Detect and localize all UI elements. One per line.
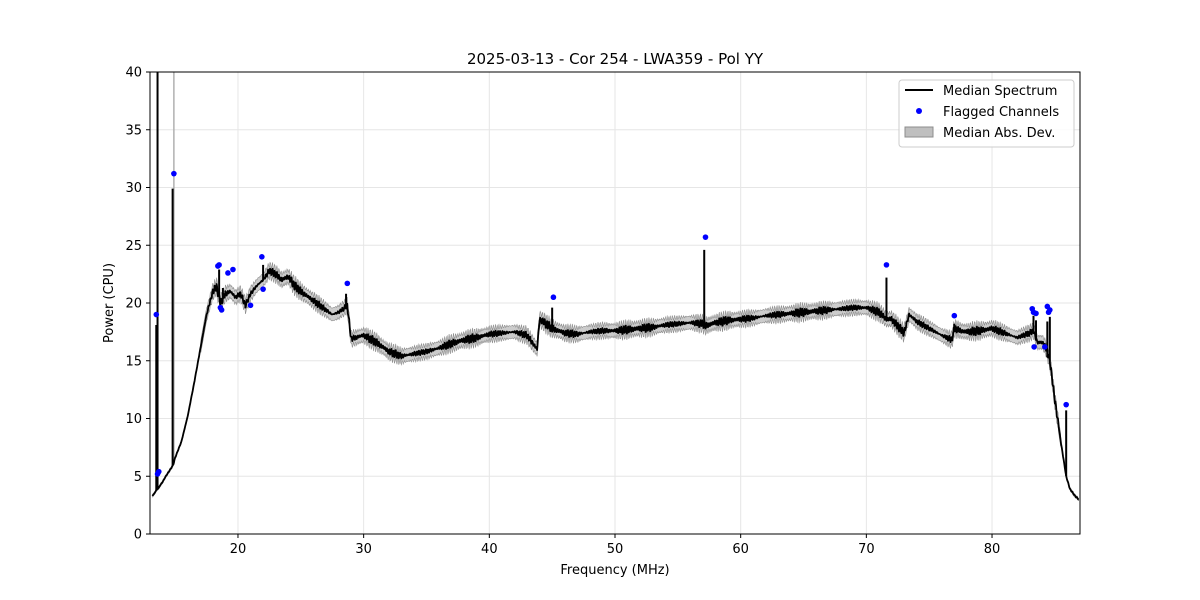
flagged-point-13 xyxy=(344,280,351,287)
legend-band-swatch xyxy=(904,126,934,138)
legend-point-swatch xyxy=(916,108,922,114)
spike-layer xyxy=(155,72,1068,491)
flagged-point-12 xyxy=(260,286,266,292)
y-axis-label: Power (CPU) xyxy=(102,263,117,343)
median-spectrum-line xyxy=(151,267,1079,501)
mad-band xyxy=(152,261,1079,501)
y-tick-label-10: 10 xyxy=(125,412,142,427)
legend-label-median: Median Spectrum xyxy=(943,84,1057,99)
x-tick-label-50: 50 xyxy=(607,542,624,557)
flagged-point-2 xyxy=(155,468,162,475)
flagged-point-9 xyxy=(230,266,236,273)
chart-title: 2025-03-13 - Cor 254 - LWA359 - Pol YY xyxy=(467,50,764,68)
x-tick-label-80: 80 xyxy=(984,542,1001,557)
y-tick-label-5: 5 xyxy=(134,470,142,485)
median-line-layer xyxy=(151,267,1079,501)
y-tick-label-20: 20 xyxy=(125,297,142,312)
x-tick-label-30: 30 xyxy=(355,542,372,557)
flagged-points-layer xyxy=(153,170,1069,477)
legend-label-mad: Median Abs. Dev. xyxy=(943,126,1055,141)
x-tick-label-70: 70 xyxy=(858,542,875,557)
mad-band-layer xyxy=(152,72,1079,501)
flagged-point-26 xyxy=(1063,401,1069,408)
y-tick-label-30: 30 xyxy=(125,181,142,196)
y-axis-ticks: 0 5 10 15 20 25 30 35 40 xyxy=(125,66,150,543)
flagged-point-25 xyxy=(1047,307,1053,313)
legend-box xyxy=(898,79,1075,148)
x-tick-label-60: 60 xyxy=(732,542,749,557)
flagged-point-20 xyxy=(1031,344,1037,350)
flagged-point-14 xyxy=(550,294,557,301)
y-tick-label-35: 35 xyxy=(125,123,142,138)
x-axis-ticks: 20 30 40 50 60 70 80 xyxy=(230,534,1001,557)
flagged-point-0 xyxy=(153,311,160,318)
legend: Median Spectrum Flagged Channels Median … xyxy=(898,79,1075,148)
flagged-point-16 xyxy=(883,262,890,268)
y-tick-label-15: 15 xyxy=(125,354,142,369)
flagged-point-21 xyxy=(1033,310,1039,317)
flagged-point-15 xyxy=(702,234,709,240)
flagged-point-10 xyxy=(247,302,254,309)
flagged-point-7 xyxy=(218,307,225,313)
x-tick-label-40: 40 xyxy=(481,542,498,557)
x-axis-label: Frequency (MHz) xyxy=(560,563,669,578)
legend-label-flagged: Flagged Channels xyxy=(943,105,1059,120)
flagged-point-17 xyxy=(951,312,958,319)
y-tick-label-40: 40 xyxy=(125,66,142,81)
y-tick-label-0: 0 xyxy=(134,528,142,543)
flagged-point-22 xyxy=(1042,344,1048,350)
flagged-point-5 xyxy=(216,262,222,268)
flagged-point-11 xyxy=(259,253,265,260)
flagged-point-8 xyxy=(225,270,231,276)
y-tick-label-25: 25 xyxy=(125,239,142,254)
flagged-point-3 xyxy=(171,170,177,177)
x-tick-label-20: 20 xyxy=(230,542,247,557)
